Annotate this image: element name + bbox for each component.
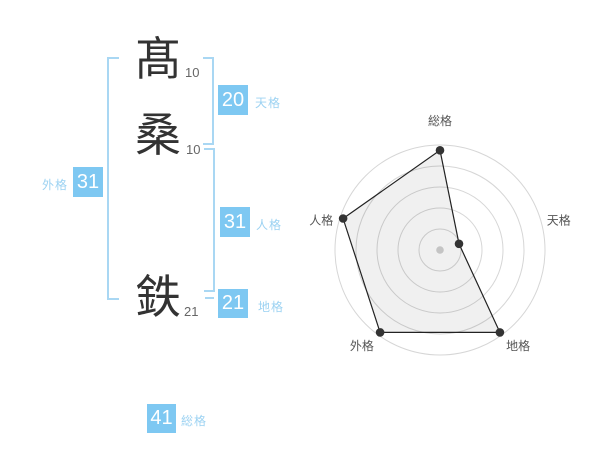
chikaku-label: 地格 xyxy=(258,300,285,314)
radar-axis-label: 人格 xyxy=(309,212,333,227)
stroke-count-1: 10 xyxy=(185,65,200,80)
radar-axis-label: 天格 xyxy=(547,212,571,227)
radar-axis-label: 外格 xyxy=(350,338,374,353)
radar-vertex-dot xyxy=(435,146,445,155)
gaikaku-value-box: 31 xyxy=(73,167,103,197)
stroke-count-2: 10 xyxy=(186,142,201,157)
radar-vertex-dot xyxy=(338,214,348,223)
radar-grid-ring xyxy=(418,228,462,272)
radar-grid-ring xyxy=(376,186,504,314)
name-character-1: 髙 xyxy=(135,33,181,85)
jinkaku-value-box: 31 xyxy=(220,207,250,237)
chikaku-connector xyxy=(205,297,214,299)
radar-grid-ring xyxy=(355,165,525,335)
jinkaku-bracket xyxy=(204,148,215,292)
radar-center-dot xyxy=(436,246,444,254)
jinkaku-label: 人格 xyxy=(256,218,283,232)
gaikaku-label: 外格 xyxy=(41,178,68,192)
name-character-2: 桑 xyxy=(135,109,181,161)
gaikaku-bracket xyxy=(107,57,119,300)
chikaku-value-box: 21 xyxy=(218,289,248,318)
radar-grid-ring xyxy=(334,144,546,356)
radar-vertex-dot xyxy=(495,328,505,337)
radar-grid-ring xyxy=(397,207,483,293)
tenkaku-value-box: 20 xyxy=(218,85,248,115)
soukaku-value-box: 41 xyxy=(147,404,176,433)
radar-axis-label: 地格 xyxy=(506,338,530,353)
soukaku-label: 総格 xyxy=(181,414,208,428)
tenkaku-bracket xyxy=(203,57,214,145)
stroke-count-3: 21 xyxy=(184,304,199,319)
radar-axis-label: 総格 xyxy=(428,113,452,128)
radar-data-polygon xyxy=(342,149,501,333)
name-character-3: 鉄 xyxy=(135,271,181,323)
radar-vertex-dot xyxy=(375,328,385,337)
tenkaku-label: 天格 xyxy=(255,96,282,110)
radar-vertex-dot xyxy=(454,239,464,249)
